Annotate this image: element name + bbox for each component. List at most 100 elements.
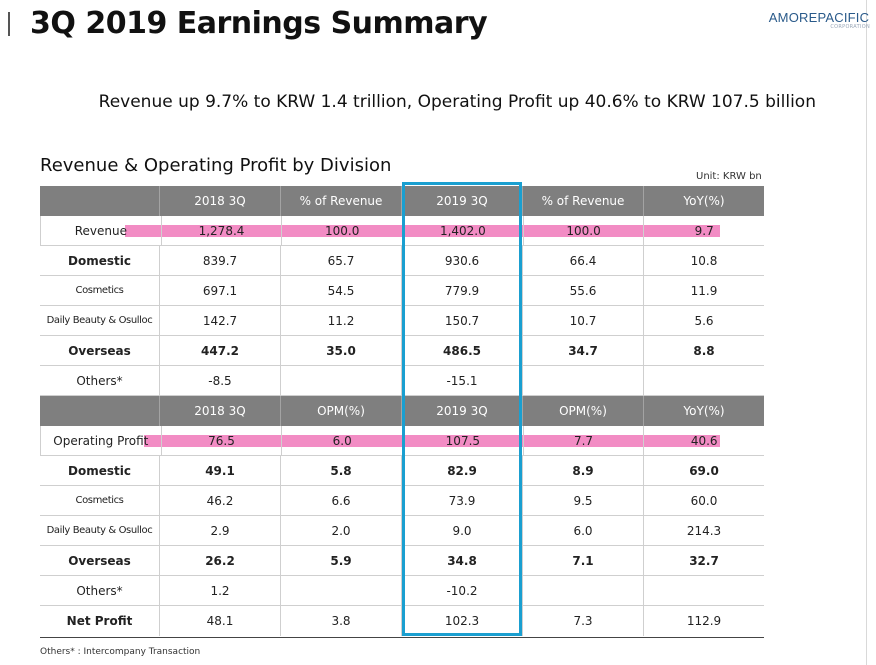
table-cell: 11.2 <box>280 306 401 335</box>
table-cell: 1,278.4 <box>160 216 282 245</box>
table-row-op-cosmetics: Cosmetics 46.2 6.6 73.9 9.5 60.0 <box>40 486 764 516</box>
table-cell: 2.9 <box>159 516 280 545</box>
table-cell: 3.8 <box>280 606 401 636</box>
table-cell: 100.0 <box>281 216 402 245</box>
table-row-cosmetics: Cosmetics 697.1 54.5 779.9 55.6 11.9 <box>40 276 764 306</box>
slide-right-border <box>866 0 867 665</box>
table-cell: 34.8 <box>401 546 522 575</box>
profit-header-row: 2018 3Q OPM(%) 2019 3Q OPM(%) YoY(%) <box>40 396 764 426</box>
table-bottom-rule <box>40 637 764 638</box>
table-cell: 779.9 <box>401 276 522 305</box>
table-cell: 7.7 <box>522 426 644 455</box>
table-cell: 102.3 <box>401 606 522 636</box>
table-cell: 142.7 <box>159 306 280 335</box>
row-label: Operating Profit <box>40 426 161 455</box>
table-cell: 486.5 <box>401 336 522 365</box>
section-title: Revenue & Operating Profit by Division <box>40 155 392 176</box>
table-row-overseas: Overseas 447.2 35.0 486.5 34.7 8.8 <box>40 336 764 366</box>
table-cell: 2.0 <box>280 516 401 545</box>
row-label: Net Profit <box>66 614 133 628</box>
table-cell: 839.7 <box>159 246 280 275</box>
footnote: Others* : Intercompany Transaction <box>40 647 201 657</box>
table-cell: -15.1 <box>401 366 522 395</box>
header-cell: OPM(%) <box>522 396 643 426</box>
table-cell: 9.7 <box>643 216 764 245</box>
logo-brand-text: AMOREPACIFIC <box>768 10 870 25</box>
header-cell: % of Revenue <box>522 186 643 216</box>
row-label: Overseas <box>68 343 131 358</box>
table-row-domestic: Domestic 839.7 65.7 930.6 66.4 10.8 <box>40 246 764 276</box>
table-row-op-others: Others* 1.2 -10.2 <box>40 576 764 606</box>
page-title: 3Q 2019 Earnings Summary <box>30 6 488 41</box>
table-cell: 73.9 <box>401 486 522 515</box>
header-cell: YoY(%) <box>643 186 764 216</box>
row-label: Revenue <box>40 216 161 245</box>
table-row-op-domestic: Domestic 49.1 5.8 82.9 8.9 69.0 <box>40 456 764 486</box>
table-cell: 65.7 <box>280 246 401 275</box>
table-cell <box>522 366 643 395</box>
highlight-band <box>144 435 720 447</box>
table-row-revenue: Revenue 1,278.4 100.0 1,402.0 100.0 9.7 <box>40 216 764 246</box>
table-cell <box>522 576 643 605</box>
table-cell: 5.6 <box>643 306 764 335</box>
table-cell: 11.9 <box>643 276 764 305</box>
table-cell: 5.9 <box>280 546 401 575</box>
table-cell: 40.6 <box>643 426 764 455</box>
header-cell <box>40 396 159 426</box>
table-cell <box>280 366 401 395</box>
row-label: Others* <box>76 583 123 598</box>
table-cell <box>280 576 401 605</box>
table-cell: 5.8 <box>280 456 401 485</box>
table-cell: 32.7 <box>643 546 764 575</box>
table-cell: 6.0 <box>281 426 402 455</box>
table-cell: 34.7 <box>522 336 643 365</box>
table-cell: 7.1 <box>522 546 643 575</box>
table-cell: -10.2 <box>401 576 522 605</box>
table-cell: 9.0 <box>401 516 522 545</box>
header-cell: OPM(%) <box>280 396 401 426</box>
table-cell: 447.2 <box>159 336 280 365</box>
table-cell <box>643 366 764 395</box>
table-row-daily-beauty: Daily Beauty & Osulloc 142.7 11.2 150.7 … <box>40 306 764 336</box>
table-cell <box>643 576 764 605</box>
highlight-band <box>125 225 720 237</box>
header-cell: 2019 3Q <box>401 396 522 426</box>
table-cell: 66.4 <box>522 246 643 275</box>
row-label: Daily Beauty & Osulloc <box>46 315 153 326</box>
table-cell: 6.0 <box>522 516 643 545</box>
table-cell: 10.8 <box>643 246 764 275</box>
logo-sub-text: CORPORATION <box>830 24 870 30</box>
table-cell: 26.2 <box>159 546 280 575</box>
header-cell <box>40 186 159 216</box>
row-label: Daily Beauty & Osulloc <box>46 525 153 536</box>
row-label: Domestic <box>68 463 131 478</box>
table-cell: 100.0 <box>522 216 644 245</box>
table-cell: 9.5 <box>522 486 643 515</box>
header-cell: % of Revenue <box>280 186 401 216</box>
row-label: Domestic <box>68 253 131 268</box>
table-cell: 48.1 <box>159 606 280 636</box>
table-cell: 69.0 <box>643 456 764 485</box>
table-cell: 7.3 <box>522 606 643 636</box>
table-cell: 697.1 <box>159 276 280 305</box>
header-cell: 2018 3Q <box>159 396 280 426</box>
table-cell: 82.9 <box>401 456 522 485</box>
table-cell: 1,402.0 <box>402 216 523 245</box>
table-cell: 55.6 <box>522 276 643 305</box>
table-cell: 49.1 <box>159 456 280 485</box>
row-label: Cosmetics <box>75 495 124 506</box>
table-cell: 6.6 <box>280 486 401 515</box>
table-cell: 35.0 <box>280 336 401 365</box>
table-row-op-overseas: Overseas 26.2 5.9 34.8 7.1 32.7 <box>40 546 764 576</box>
table-cell: 46.2 <box>159 486 280 515</box>
header-cell: YoY(%) <box>643 396 764 426</box>
row-label: Overseas <box>68 553 131 568</box>
header-cell: 2018 3Q <box>159 186 280 216</box>
company-logo: AMOREPACIFIC CORPORATION <box>766 10 872 30</box>
table-cell: 8.8 <box>643 336 764 365</box>
unit-label: Unit: KRW bn <box>696 171 762 182</box>
table-cell: 214.3 <box>643 516 764 545</box>
title-accent-bar <box>8 12 10 36</box>
division-table: 2018 3Q % of Revenue 2019 3Q % of Revenu… <box>40 186 764 636</box>
table-cell: 930.6 <box>401 246 522 275</box>
